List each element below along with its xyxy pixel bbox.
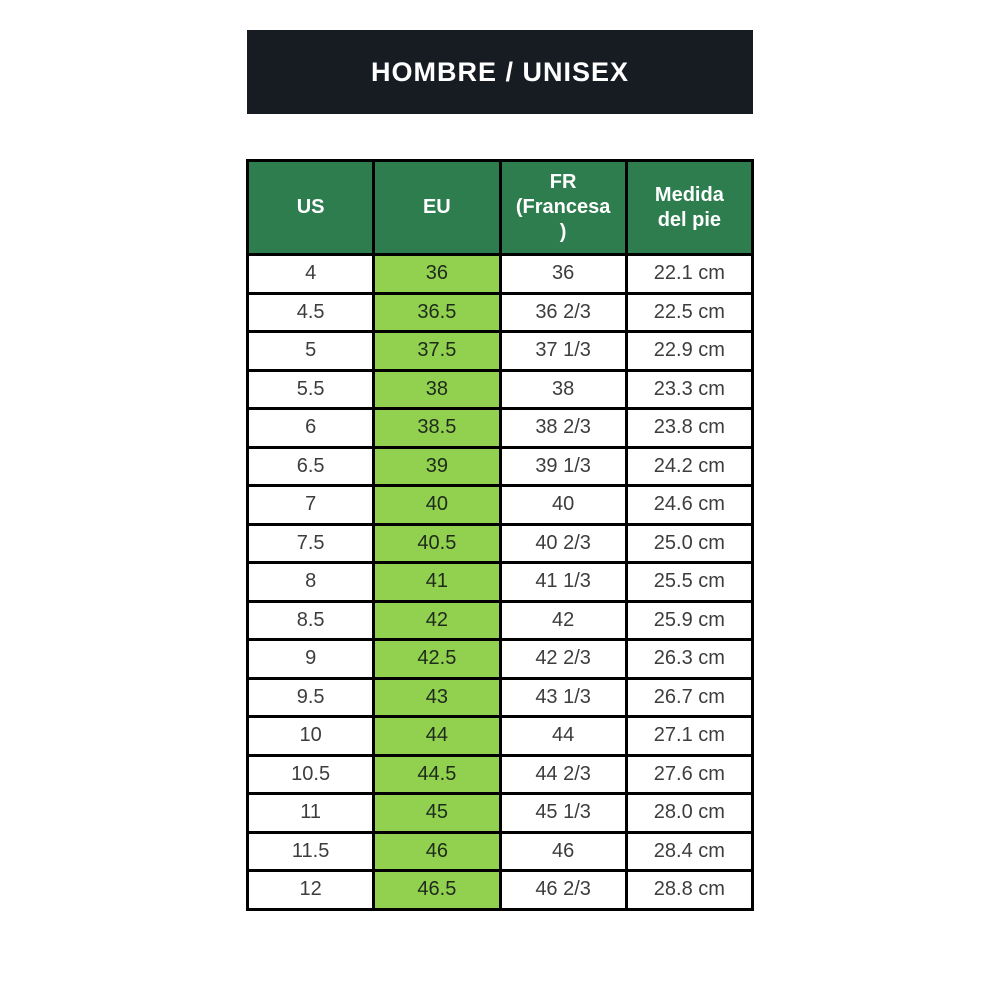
- table-row: 12 46.5 46 2/3 28.8 cm: [245, 869, 755, 911]
- us-size-cell: 9.5: [245, 676, 376, 718]
- eu-size-cell: 44.5: [372, 753, 502, 795]
- table-row: 4.5 36.5 36 2/3 22.5 cm: [245, 291, 755, 333]
- table-row: 9.5 43 43 1/3 26.7 cm: [245, 676, 755, 718]
- us-size-cell: 10: [245, 715, 376, 757]
- fr-size-cell: 45 1/3: [498, 792, 628, 834]
- eu-size-cell: 36.5: [372, 291, 502, 333]
- eu-size-cell: 41: [372, 561, 502, 603]
- us-size-cell: 8: [245, 561, 376, 603]
- col-header-eu: EU: [372, 159, 502, 256]
- col-header-us: US: [245, 159, 376, 256]
- header-row: US EU FR (Francesa ) Medida del pie: [245, 159, 755, 256]
- fr-size-cell: 36 2/3: [498, 291, 628, 333]
- eu-size-cell: 42: [372, 599, 502, 641]
- foot-length-cell: 26.3 cm: [624, 638, 755, 680]
- eu-size-cell: 43: [372, 676, 502, 718]
- table-body: 4 36 36 22.1 cm 4.5 36.5 36 2/3 22.5 cm …: [245, 253, 755, 911]
- fr-size-cell: 43 1/3: [498, 676, 628, 718]
- us-size-cell: 7: [245, 484, 376, 526]
- foot-length-cell: 28.0 cm: [624, 792, 755, 834]
- fr-size-cell: 40 2/3: [498, 522, 628, 564]
- eu-size-cell: 42.5: [372, 638, 502, 680]
- fr-size-cell: 42 2/3: [498, 638, 628, 680]
- fr-size-cell: 41 1/3: [498, 561, 628, 603]
- us-size-cell: 8.5: [245, 599, 376, 641]
- foot-length-cell: 25.5 cm: [624, 561, 755, 603]
- us-size-cell: 9: [245, 638, 376, 680]
- eu-size-cell: 40: [372, 484, 502, 526]
- table-row: 8 41 41 1/3 25.5 cm: [245, 561, 755, 603]
- table-row: 6.5 39 39 1/3 24.2 cm: [245, 445, 755, 487]
- foot-length-cell: 28.4 cm: [624, 830, 755, 872]
- us-size-cell: 10.5: [245, 753, 376, 795]
- us-size-cell: 4.5: [245, 291, 376, 333]
- foot-length-cell: 25.0 cm: [624, 522, 755, 564]
- foot-length-cell: 24.6 cm: [624, 484, 755, 526]
- table-row: 5.5 38 38 23.3 cm: [245, 368, 755, 410]
- table-row: 11 45 45 1/3 28.0 cm: [245, 792, 755, 834]
- eu-size-cell: 40.5: [372, 522, 502, 564]
- us-size-cell: 5.5: [245, 368, 376, 410]
- fr-size-cell: 36: [498, 253, 628, 295]
- us-size-cell: 4: [245, 253, 376, 295]
- eu-size-cell: 38.5: [372, 407, 502, 449]
- section-title-banner: HOMBRE / UNISEX: [247, 30, 753, 114]
- us-size-cell: 11.5: [245, 830, 376, 872]
- foot-length-cell: 28.8 cm: [624, 869, 755, 911]
- fr-size-cell: 46 2/3: [498, 869, 628, 911]
- col-header-foot-length: Medida del pie: [624, 159, 755, 256]
- eu-size-cell: 44: [372, 715, 502, 757]
- table-row: 7.5 40.5 40 2/3 25.0 cm: [245, 522, 755, 564]
- foot-length-cell: 22.5 cm: [624, 291, 755, 333]
- eu-size-cell: 39: [372, 445, 502, 487]
- eu-size-cell: 46: [372, 830, 502, 872]
- table-row: 8.5 42 42 25.9 cm: [245, 599, 755, 641]
- us-size-cell: 5: [245, 330, 376, 372]
- eu-size-cell: 37.5: [372, 330, 502, 372]
- fr-size-cell: 44: [498, 715, 628, 757]
- table-row: 4 36 36 22.1 cm: [245, 253, 755, 295]
- eu-size-cell: 45: [372, 792, 502, 834]
- table-row: 10.5 44.5 44 2/3 27.6 cm: [245, 753, 755, 795]
- us-size-cell: 6: [245, 407, 376, 449]
- foot-length-cell: 25.9 cm: [624, 599, 755, 641]
- eu-size-cell: 38: [372, 368, 502, 410]
- foot-length-cell: 26.7 cm: [624, 676, 755, 718]
- foot-length-cell: 27.1 cm: [624, 715, 755, 757]
- foot-length-cell: 23.8 cm: [624, 407, 755, 449]
- foot-length-cell: 22.9 cm: [624, 330, 755, 372]
- table-header: US EU FR (Francesa ) Medida del pie: [245, 159, 755, 256]
- foot-length-cell: 27.6 cm: [624, 753, 755, 795]
- eu-size-cell: 36: [372, 253, 502, 295]
- size-conversion-table: US EU FR (Francesa ) Medida del pie 4 36…: [245, 159, 755, 911]
- fr-size-cell: 44 2/3: [498, 753, 628, 795]
- table-row: 10 44 44 27.1 cm: [245, 715, 755, 757]
- table-row: 5 37.5 37 1/3 22.9 cm: [245, 330, 755, 372]
- table-row: 9 42.5 42 2/3 26.3 cm: [245, 638, 755, 680]
- eu-size-cell: 46.5: [372, 869, 502, 911]
- section-title: HOMBRE / UNISEX: [370, 56, 630, 87]
- col-header-fr: FR (Francesa ): [498, 159, 628, 256]
- fr-size-cell: 42: [498, 599, 628, 641]
- fr-size-cell: 46: [498, 830, 628, 872]
- us-size-cell: 7.5: [245, 522, 376, 564]
- us-size-cell: 6.5: [245, 445, 376, 487]
- fr-size-cell: 39 1/3: [498, 445, 628, 487]
- fr-size-cell: 38 2/3: [498, 407, 628, 449]
- foot-length-cell: 22.1 cm: [624, 253, 755, 295]
- table-row: 6 38.5 38 2/3 23.8 cm: [245, 407, 755, 449]
- fr-size-cell: 38: [498, 368, 628, 410]
- fr-size-cell: 40: [498, 484, 628, 526]
- table-row: 11.5 46 46 28.4 cm: [245, 830, 755, 872]
- us-size-cell: 11: [245, 792, 376, 834]
- foot-length-cell: 24.2 cm: [624, 445, 755, 487]
- foot-length-cell: 23.3 cm: [624, 368, 755, 410]
- fr-size-cell: 37 1/3: [498, 330, 628, 372]
- table-row: 7 40 40 24.6 cm: [245, 484, 755, 526]
- us-size-cell: 12: [245, 869, 376, 911]
